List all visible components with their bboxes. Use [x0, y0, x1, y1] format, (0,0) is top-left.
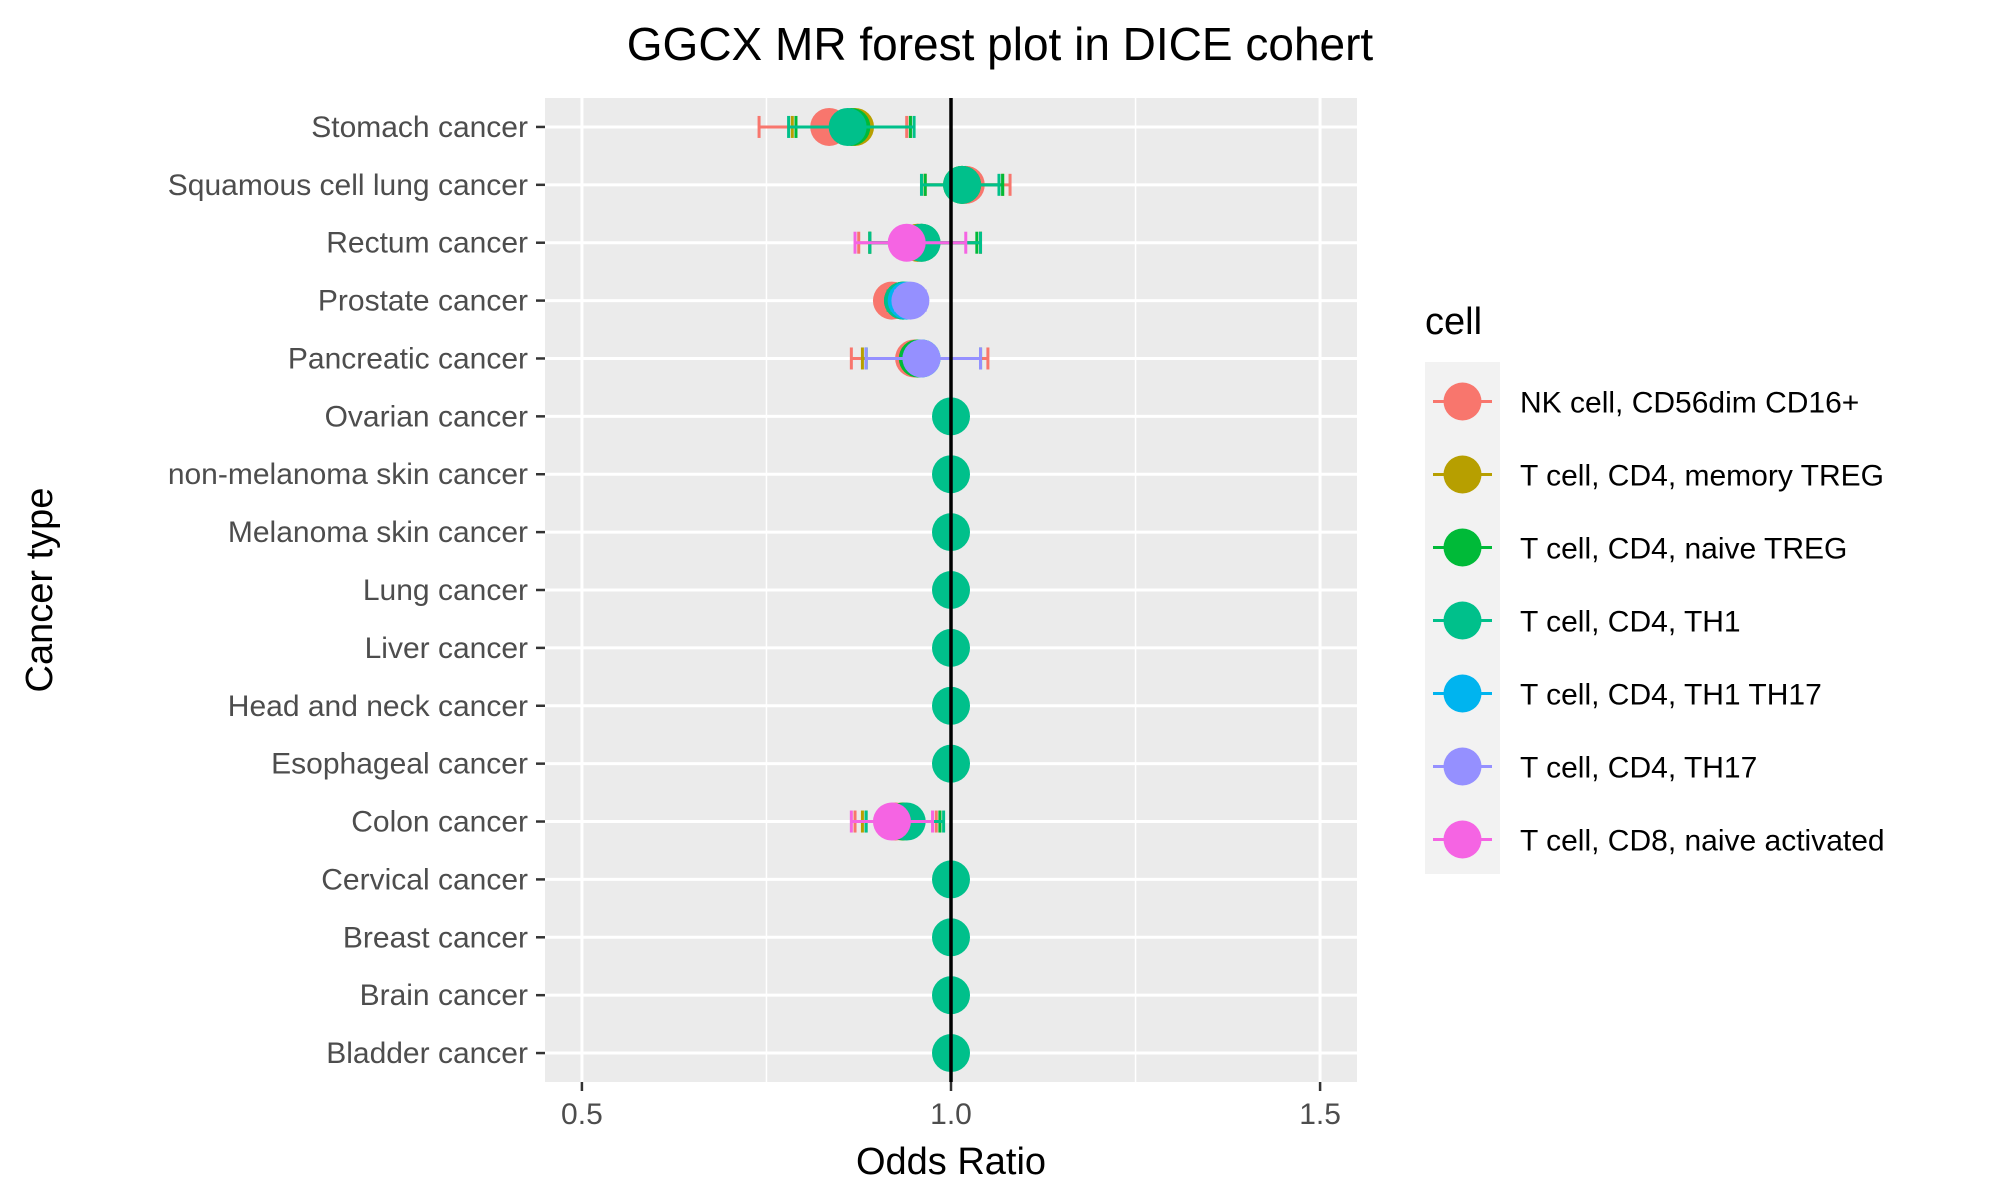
- y-tick-label: Melanoma skin cancer: [228, 516, 528, 549]
- y-tick-label: Squamous cell lung cancer: [168, 169, 528, 202]
- data-point: [887, 223, 926, 262]
- y-tick-label: Esophageal cancer: [271, 748, 528, 781]
- data-point: [872, 802, 911, 841]
- legend: cell NK cell, CD56dim CD16+ T cell, CD4, …: [1425, 301, 1885, 874]
- data-point: [943, 165, 982, 204]
- chart-title: GGCX MR forest plot in DICE cohert: [627, 18, 1374, 70]
- legend-key-point: [1443, 528, 1482, 567]
- y-tick-label: non-melanoma skin cancer: [168, 458, 528, 491]
- y-tick-label: Lung cancer: [363, 574, 528, 607]
- legend-label: T cell, CD8, naive activated: [1520, 825, 1885, 858]
- y-tick-label: Colon cancer: [351, 806, 528, 839]
- legend-title: cell: [1425, 301, 1482, 343]
- legend-item: T cell, CD4, memory TREG: [1433, 455, 1884, 494]
- legend-key-point: [1443, 601, 1482, 640]
- legend-key-point: [1443, 674, 1482, 713]
- legend-key-point: [1443, 382, 1482, 421]
- y-tick-label: Brain cancer: [360, 979, 528, 1012]
- legend-label: T cell, CD4, naive TREG: [1520, 533, 1847, 566]
- legend-label: T cell, CD4, TH17: [1520, 752, 1757, 785]
- y-tick-label: Pancreatic cancer: [288, 342, 528, 375]
- legend-label: T cell, CD4, TH1: [1520, 606, 1741, 639]
- x-axis-title: Odds Ratio: [856, 1141, 1046, 1183]
- x-tick-label: 0.5: [561, 1098, 603, 1131]
- data-point: [891, 281, 930, 320]
- y-tick-label: Liver cancer: [365, 632, 528, 665]
- x-axis: 0.5 1.0 1.5: [561, 1082, 1341, 1131]
- legend-item: T cell, CD4, TH17: [1433, 747, 1757, 786]
- data-point: [828, 107, 867, 146]
- legend-item: T cell, CD4, TH1: [1433, 601, 1741, 640]
- legend-label: T cell, CD4, memory TREG: [1520, 460, 1884, 493]
- y-tick-label: Bladder cancer: [326, 1037, 528, 1070]
- y-tick-label: Prostate cancer: [318, 285, 528, 318]
- y-tick-label: Head and neck cancer: [228, 690, 528, 723]
- legend-label: T cell, CD4, TH1 TH17: [1520, 679, 1822, 712]
- legend-item: T cell, CD8, naive activated: [1433, 820, 1885, 859]
- y-tick-label: Cervical cancer: [321, 863, 528, 896]
- legend-item: T cell, CD4, TH1 TH17: [1433, 674, 1822, 713]
- legend-item: NK cell, CD56dim CD16+: [1433, 382, 1859, 421]
- legend-label: NK cell, CD56dim CD16+: [1520, 387, 1859, 420]
- legend-key-point: [1443, 455, 1482, 494]
- series-group: [849, 223, 968, 841]
- y-tick-label: Stomach cancer: [311, 111, 528, 144]
- legend-key-point: [1443, 820, 1482, 859]
- y-tick-label: Rectum cancer: [326, 227, 528, 260]
- series-group: [864, 281, 983, 378]
- x-tick-label: 1.5: [1299, 1098, 1341, 1131]
- series-layer: [757, 107, 1012, 1073]
- x-tick-label: 1.0: [930, 1098, 972, 1131]
- y-axis-title: Cancer type: [19, 488, 61, 693]
- legend-key-point: [1443, 747, 1482, 786]
- y-axis: Stomach cancer Squamous cell lung cancer R…: [168, 111, 545, 1070]
- y-tick-label: Breast cancer: [343, 921, 528, 954]
- data-point: [902, 339, 941, 378]
- legend-items: NK cell, CD56dim CD16+ T cell, CD4, memor…: [1433, 382, 1885, 859]
- y-tick-label: Ovarian cancer: [325, 400, 528, 433]
- legend-item: T cell, CD4, naive TREG: [1433, 528, 1847, 567]
